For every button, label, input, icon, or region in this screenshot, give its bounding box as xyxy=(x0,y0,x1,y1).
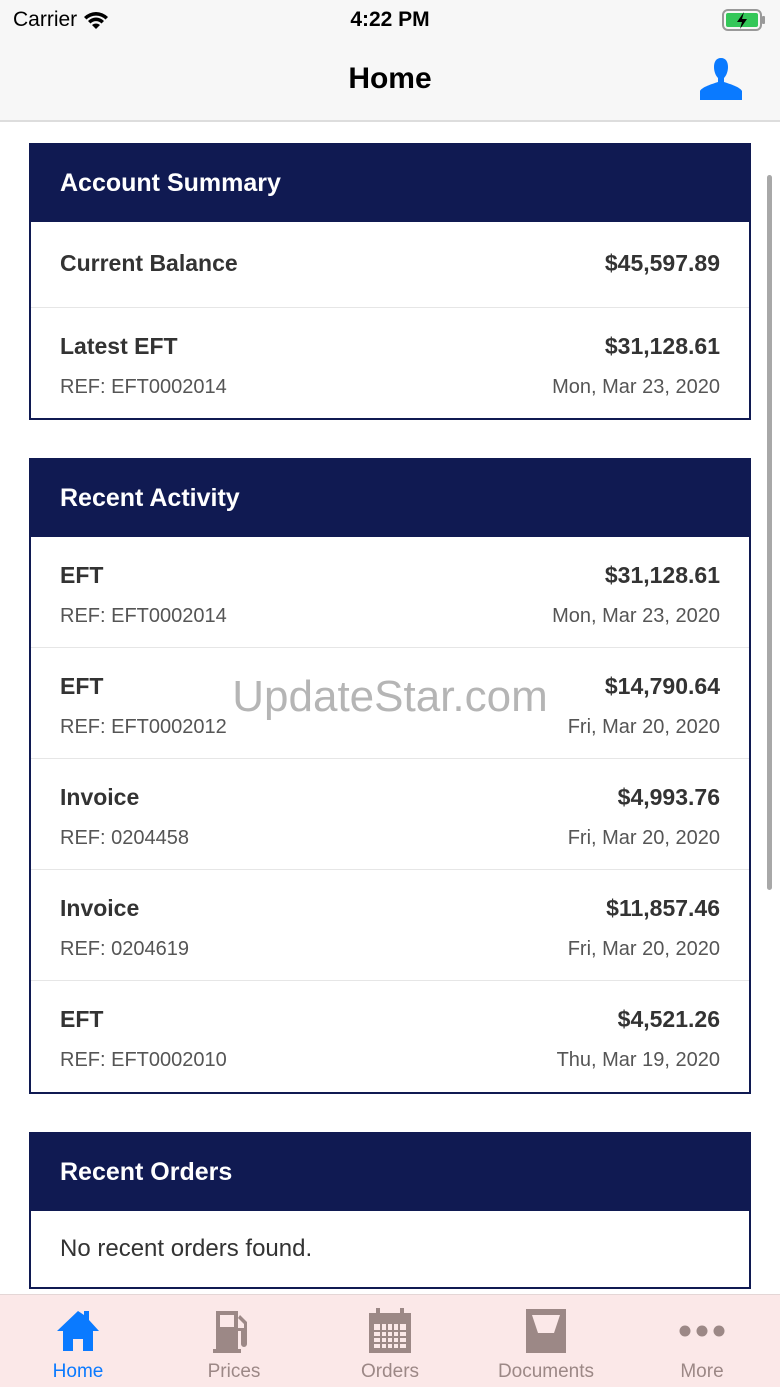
tab-label: Home xyxy=(52,1361,104,1382)
activity-ref: REF: 0204619 xyxy=(60,938,189,960)
activity-amount: $31,128.61 xyxy=(604,562,720,588)
calendar-icon xyxy=(369,1308,411,1353)
activity-row[interactable]: EFT $14,790.64 REF: EFT0002012 Fri, Mar 20,… xyxy=(31,648,749,759)
activity-amount: $14,790.64 xyxy=(604,673,720,699)
card-title: Recent Orders xyxy=(31,1134,749,1211)
scrollbar[interactable] xyxy=(767,175,772,890)
activity-date: Fri, Mar 20, 2020 xyxy=(567,716,720,738)
activity-type: EFT xyxy=(60,1006,104,1032)
card-title: Account Summary xyxy=(31,145,749,222)
navigation-bar: Home xyxy=(0,40,780,122)
activity-amount: $11,857.46 xyxy=(606,895,720,921)
tab-more[interactable]: More xyxy=(624,1295,780,1387)
tab-label: Documents xyxy=(497,1361,595,1382)
latest-eft-date: Mon, Mar 23, 2020 xyxy=(552,376,720,398)
home-icon xyxy=(57,1311,99,1351)
activity-ref: REF: EFT0002012 xyxy=(60,716,227,738)
watermark: UpdateStar.com xyxy=(232,672,548,721)
tab-documents[interactable]: Documents xyxy=(468,1295,624,1387)
account-summary-card: Account Summary Current Balance $45,597.… xyxy=(29,143,751,420)
activity-row[interactable]: Invoice $4,993.76 REF: 0204458 Fri, Mar 20,… xyxy=(31,759,749,870)
activity-ref: REF: EFT0002010 xyxy=(60,1049,227,1071)
tab-prices[interactable]: Prices xyxy=(156,1295,312,1387)
fuel-pump-icon xyxy=(213,1311,247,1353)
person-icon[interactable] xyxy=(698,56,744,102)
current-balance-value: $45,597.89 xyxy=(604,250,720,276)
activity-type: EFT xyxy=(60,673,104,699)
inbox-tray-icon xyxy=(526,1309,566,1353)
battery-charging-icon xyxy=(722,9,765,31)
more-dots-icon xyxy=(679,1325,725,1337)
current-balance-label: Current Balance xyxy=(60,250,238,276)
empty-orders-message: No recent orders found. xyxy=(60,1235,313,1262)
activity-date: Fri, Mar 20, 2020 xyxy=(567,827,720,849)
latest-eft-label: Latest EFT xyxy=(60,333,178,359)
carrier-label: Carrier xyxy=(13,8,78,31)
activity-type: Invoice xyxy=(60,895,140,921)
activity-type: EFT xyxy=(60,562,104,588)
card-title: Recent Activity xyxy=(31,460,749,537)
page-title: Home xyxy=(348,62,432,95)
tab-orders[interactable]: Orders xyxy=(312,1295,468,1387)
tab-label: Orders xyxy=(360,1361,420,1382)
status-bar: Carrier 4:22 PM xyxy=(0,0,780,40)
tab-label: Prices xyxy=(207,1361,261,1382)
tab-bar: Home Prices Orders Documents More xyxy=(0,1294,780,1387)
latest-eft-ref: REF: EFT0002014 xyxy=(60,376,227,398)
tab-label: More xyxy=(680,1361,724,1382)
clock: 4:22 PM xyxy=(350,8,430,31)
latest-eft-row[interactable]: Latest EFT $31,128.61 REF: EFT0002014 Mo… xyxy=(31,308,749,418)
activity-row[interactable]: EFT $4,521.26 REF: EFT0002010 Thu, Mar 19, … xyxy=(31,981,749,1092)
activity-ref: REF: 0204458 xyxy=(60,827,189,849)
activity-ref: REF: EFT0002014 xyxy=(60,605,227,627)
activity-date: Fri, Mar 20, 2020 xyxy=(567,938,720,960)
activity-row[interactable]: EFT $31,128.61 REF: EFT0002014 Mon, Mar 23,… xyxy=(31,537,749,648)
activity-date: Thu, Mar 19, 2020 xyxy=(556,1049,720,1071)
recent-orders-card: Recent Orders No recent orders found. xyxy=(29,1132,751,1289)
latest-eft-amount: $31,128.61 xyxy=(604,333,720,359)
activity-type: Invoice xyxy=(60,784,140,810)
wifi-icon xyxy=(84,12,109,29)
current-balance-row[interactable]: Current Balance $45,597.89 xyxy=(31,222,749,308)
recent-activity-card: Recent Activity EFT $31,128.61 REF: EFT000… xyxy=(29,458,751,1094)
tab-home[interactable]: Home xyxy=(0,1295,156,1387)
activity-amount: $4,993.76 xyxy=(617,784,720,810)
activity-row[interactable]: Invoice $11,857.46 REF: 0204619 Fri, Mar 20… xyxy=(31,870,749,981)
activity-date: Mon, Mar 23, 2020 xyxy=(552,605,720,627)
activity-amount: $4,521.26 xyxy=(617,1006,720,1032)
